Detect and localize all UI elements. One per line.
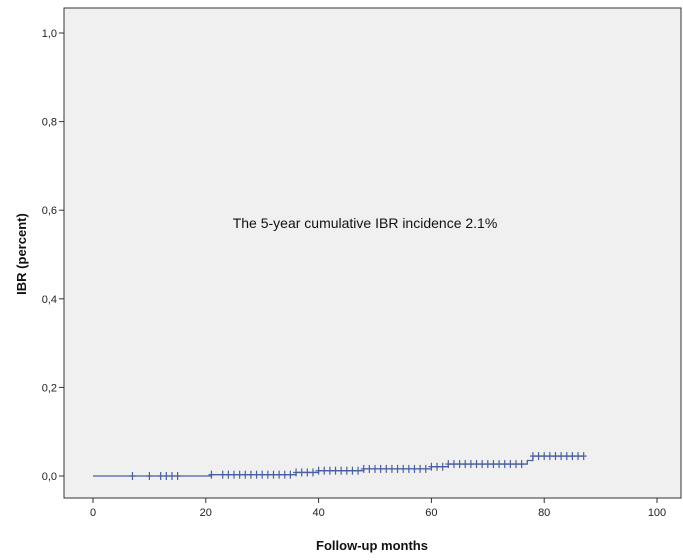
y-tick-label: 0,0 — [42, 471, 57, 483]
y-tick-label: 0,8 — [42, 117, 57, 129]
censor-mark — [355, 466, 362, 475]
x-tick-label: 80 — [538, 507, 550, 519]
censor-mark — [422, 464, 429, 473]
censor-mark — [507, 460, 514, 469]
censor-mark — [168, 472, 175, 480]
censor-mark — [467, 460, 474, 469]
censor-mark — [366, 464, 373, 473]
censor-mark — [129, 472, 136, 480]
censor-mark — [343, 466, 350, 475]
censor-mark — [535, 452, 542, 461]
censor-mark — [575, 452, 582, 461]
x-tick-label: 60 — [425, 507, 437, 519]
censor-mark — [321, 466, 328, 475]
censor-mark — [580, 452, 587, 461]
censor-mark — [219, 470, 226, 479]
y-tick-label: 0,4 — [42, 294, 57, 306]
censor-mark — [372, 464, 378, 473]
censor-mark — [405, 464, 412, 473]
x-tick-label: 0 — [90, 507, 96, 519]
censor-mark — [146, 472, 153, 480]
censor-mark — [332, 466, 339, 475]
censor-mark — [247, 470, 254, 479]
x-tick-label: 20 — [200, 507, 212, 519]
censor-mark — [428, 462, 435, 471]
censor-mark — [242, 470, 249, 479]
censor-mark — [569, 452, 576, 461]
censor-mark — [377, 464, 384, 473]
chart-annotation: The 5-year cumulative IBR incidence 2.1% — [233, 215, 498, 231]
y-tick-label: 0,6 — [42, 205, 57, 217]
censor-mark — [208, 470, 215, 479]
censor-mark — [541, 452, 548, 461]
censor-mark — [473, 460, 480, 469]
censor-mark — [479, 460, 486, 469]
censor-mark — [174, 472, 181, 480]
censor-mark — [231, 470, 237, 479]
censor-mark — [439, 462, 446, 471]
plot-area — [63, 7, 682, 499]
censor-mark — [388, 464, 395, 473]
y-axis-title: IBR (percent) — [14, 213, 29, 295]
censor-mark — [315, 466, 322, 475]
censor-mark — [434, 462, 441, 471]
censor-mark — [383, 464, 390, 473]
censor-mark — [400, 464, 407, 473]
censor-mark — [349, 466, 356, 475]
censor-mark — [225, 470, 232, 479]
series-layer — [93, 452, 587, 480]
censor-mark — [360, 464, 367, 473]
censor-mark — [552, 452, 559, 461]
censor-mark — [513, 460, 519, 469]
censor-mark — [445, 460, 452, 469]
ticks: 0 20 40 60 80 100 0,0 0,2 0,4 0,6 0,8 1,0 — [42, 28, 666, 519]
censor-mark — [490, 460, 497, 469]
censor-mark — [417, 464, 424, 473]
censor-mark — [259, 470, 266, 479]
censor-mark — [157, 472, 164, 480]
censor-mark — [163, 472, 170, 480]
y-tick-label: 1,0 — [42, 28, 57, 40]
censor-mark — [563, 452, 570, 461]
censor-mark — [484, 460, 491, 469]
censor-mark — [456, 460, 463, 469]
censor-mark — [287, 470, 294, 479]
censor-mark — [276, 470, 283, 479]
axes — [63, 8, 681, 499]
x-axis-title: Follow-up months — [316, 538, 428, 553]
censor-mark — [338, 466, 345, 475]
censor-mark — [529, 452, 536, 461]
censor-mark — [264, 470, 271, 479]
x-tick-label: 40 — [312, 507, 324, 519]
censor-mark — [293, 468, 300, 477]
censor-mark — [518, 460, 525, 469]
censor-mark — [546, 452, 553, 461]
censor-mark — [450, 460, 457, 469]
censor-mark — [411, 464, 418, 473]
censor-mark — [304, 468, 311, 477]
censor-mark — [236, 470, 243, 479]
censor-mark — [394, 464, 401, 473]
censor-mark — [270, 470, 277, 479]
censor-mark — [253, 470, 260, 479]
x-tick-label: 100 — [648, 507, 666, 519]
censor-mark — [298, 468, 305, 477]
censor-mark — [462, 460, 469, 469]
censor-mark — [558, 452, 565, 461]
censor-mark — [326, 466, 333, 475]
censor-mark — [496, 460, 503, 469]
censor-mark — [281, 470, 288, 479]
y-tick-label: 0,2 — [42, 382, 57, 394]
censor-mark — [309, 468, 316, 477]
censor-mark — [501, 460, 508, 469]
